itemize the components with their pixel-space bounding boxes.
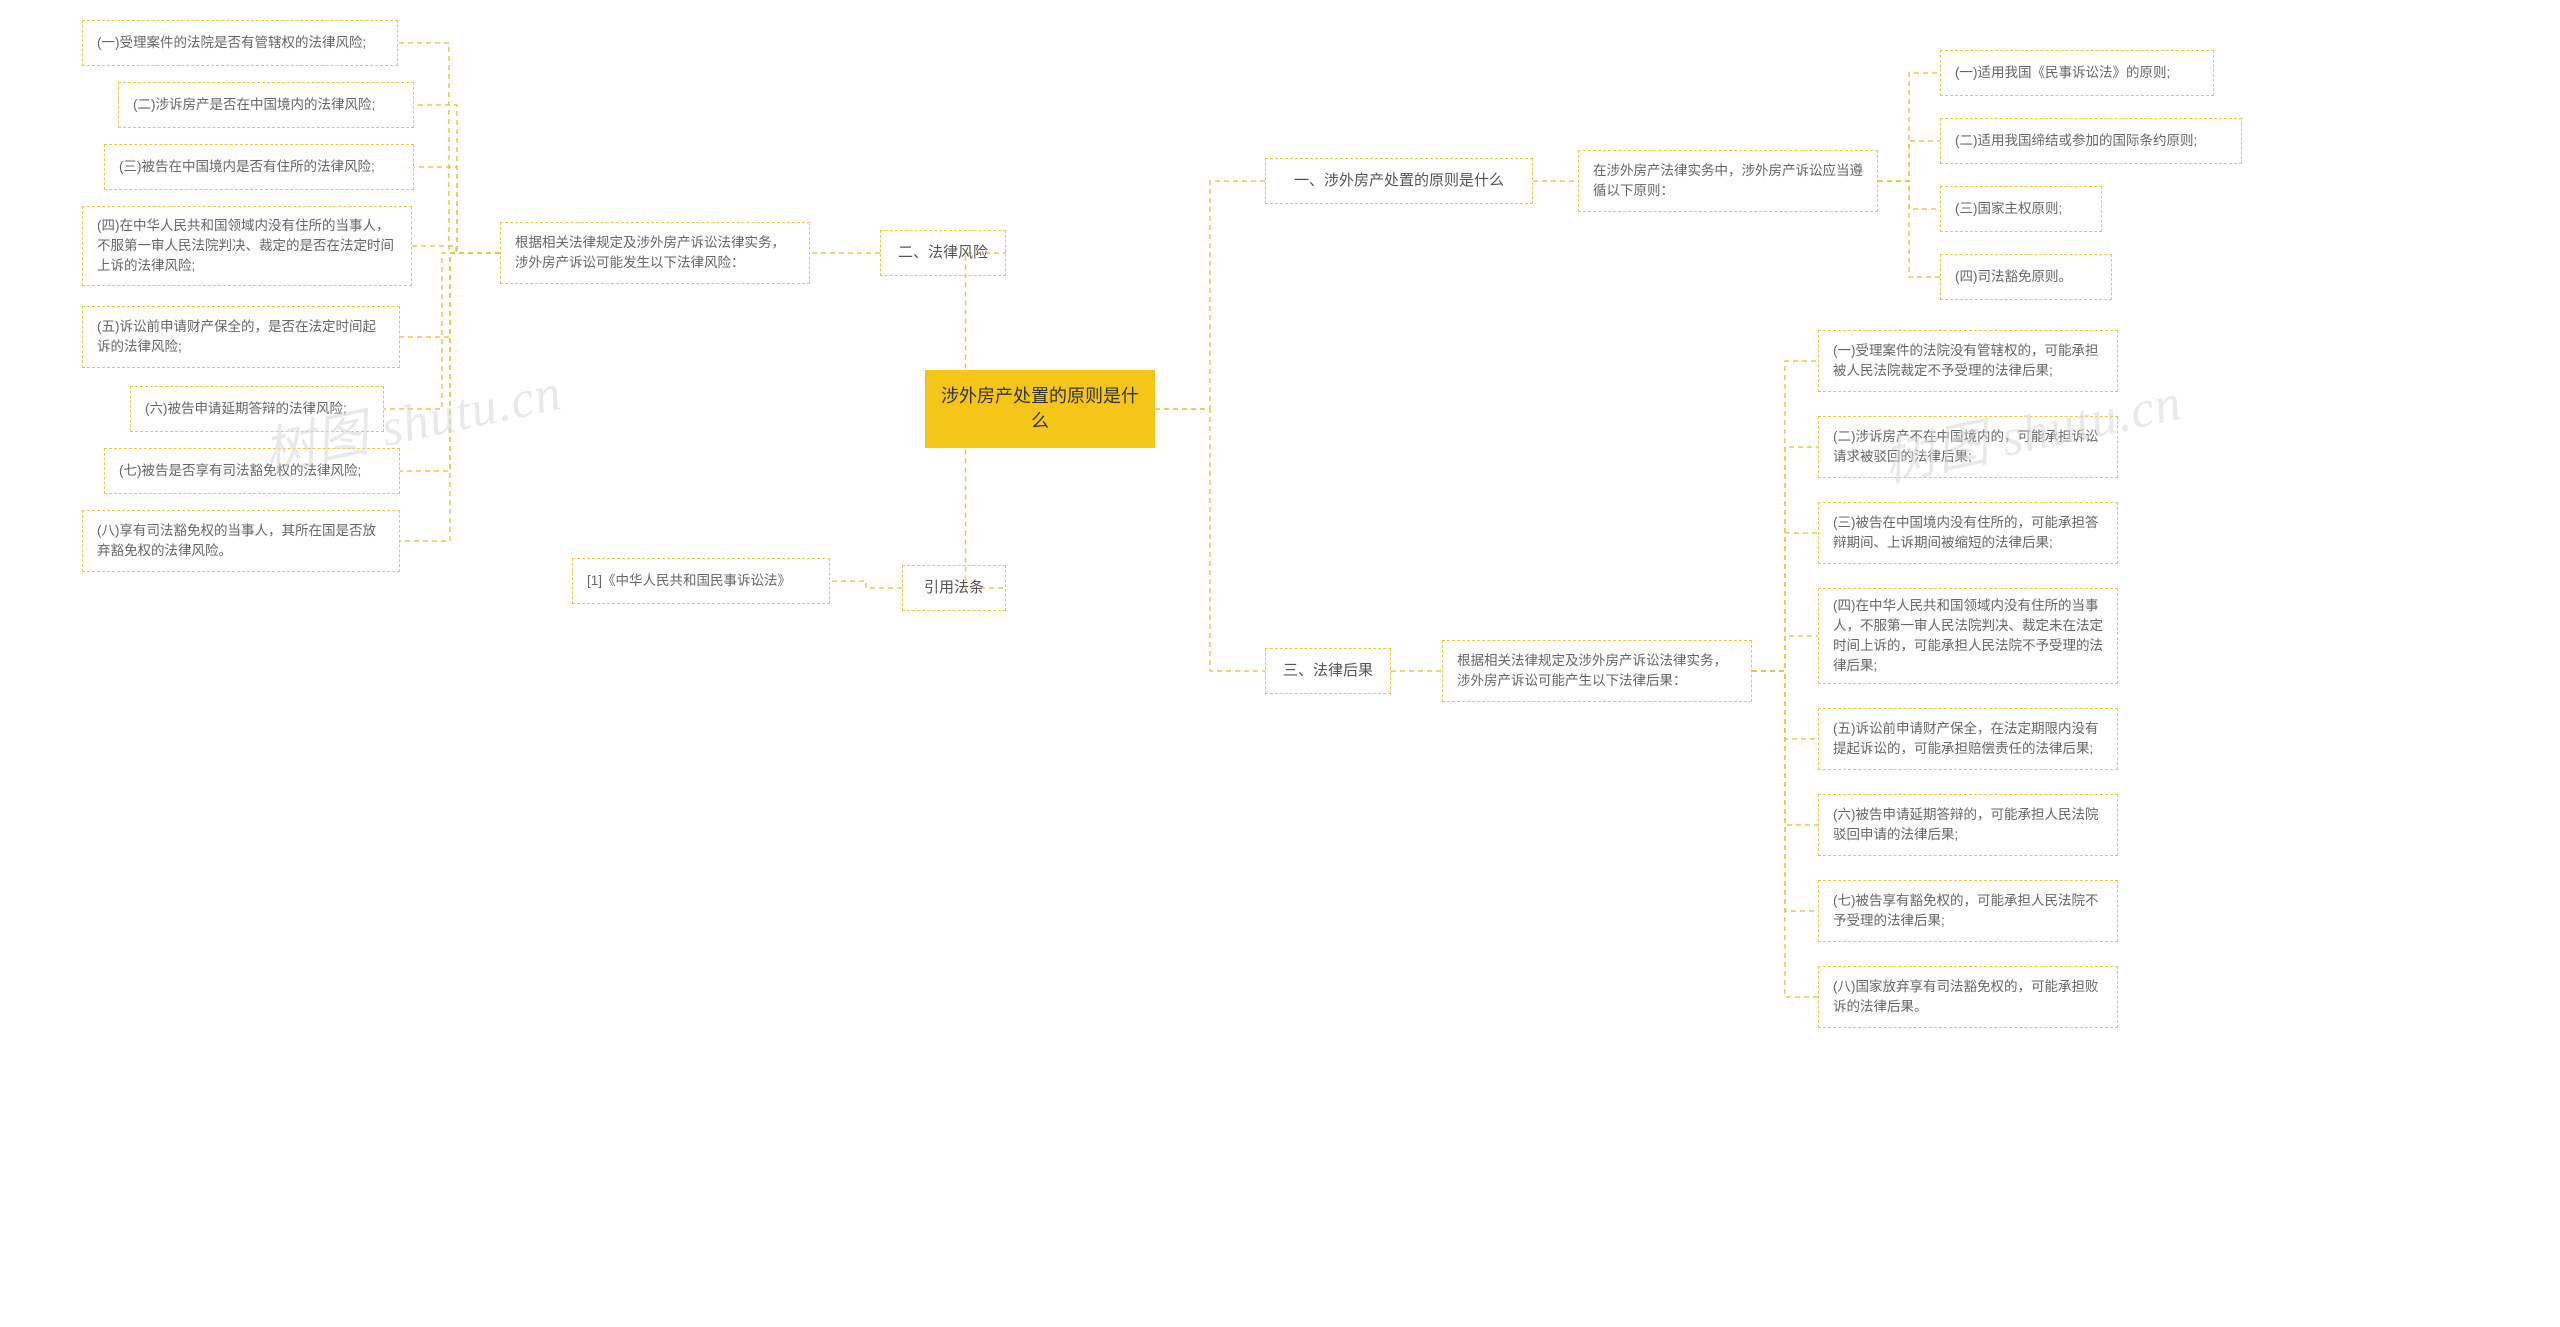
leaf-b3-6: (七)被告享有豁免权的，可能承担人民法院不予受理的法律后果; — [1818, 880, 2118, 942]
branch-4: 引用法条 — [902, 565, 1006, 611]
leaf-b2-3: (四)在中华人民共和国领域内没有住所的当事人，不服第一审人民法院判决、裁定的是否… — [82, 206, 412, 286]
leaf-b3-3: (四)在中华人民共和国领域内没有住所的当事人，不服第一审人民法院判决、裁定未在法… — [1818, 588, 2118, 684]
leaf-b2-6: (七)被告是否享有司法豁免权的法律风险; — [104, 448, 400, 494]
desc-4: [1]《中华人民共和国民事诉讼法》 — [572, 558, 830, 604]
leaf-b1-2: (三)国家主权原则; — [1940, 186, 2102, 232]
desc-3: 根据相关法律规定及涉外房产诉讼法律实务，涉外房产诉讼可能产生以下法律后果： — [1442, 640, 1752, 702]
desc-1: 在涉外房产法律实务中，涉外房产诉讼应当遵循以下原则： — [1578, 150, 1878, 212]
leaf-b3-2: (三)被告在中国境内没有住所的，可能承担答辩期间、上诉期间被缩短的法律后果; — [1818, 502, 2118, 564]
leaf-b3-1: (二)涉诉房产不在中国境内的，可能承担诉讼请求被驳回的法律后果; — [1818, 416, 2118, 478]
leaf-b3-0: (一)受理案件的法院没有管辖权的，可能承担被人民法院裁定不予受理的法律后果; — [1818, 330, 2118, 392]
leaf-b1-0: (一)适用我国《民事诉讼法》的原则; — [1940, 50, 2214, 96]
desc-2: 根据相关法律规定及涉外房产诉讼法律实务，涉外房产诉讼可能发生以下法律风险： — [500, 222, 810, 284]
leaf-b2-1: (二)涉诉房产是否在中国境内的法律风险; — [118, 82, 414, 128]
leaf-b1-3: (四)司法豁免原则。 — [1940, 254, 2112, 300]
leaf-b2-2: (三)被告在中国境内是否有住所的法律风险; — [104, 144, 414, 190]
center-node: 涉外房产处置的原则是什么 — [925, 370, 1155, 448]
leaf-b3-5: (六)被告申请延期答辩的，可能承担人民法院驳回申请的法律后果; — [1818, 794, 2118, 856]
branch-3: 三、法律后果 — [1265, 648, 1391, 694]
leaf-b2-5: (六)被告申请延期答辩的法律风险; — [130, 386, 384, 432]
leaf-b2-7: (八)享有司法豁免权的当事人，其所在国是否放弃豁免权的法律风险。 — [82, 510, 400, 572]
branch-1: 一、涉外房产处置的原则是什么 — [1265, 158, 1533, 204]
leaf-b2-0: (一)受理案件的法院是否有管辖权的法律风险; — [82, 20, 398, 66]
leaf-b3-7: (八)国家放弃享有司法豁免权的，可能承担败诉的法律后果。 — [1818, 966, 2118, 1028]
leaf-b3-4: (五)诉讼前申请财产保全，在法定期限内没有提起诉讼的，可能承担赔偿责任的法律后果… — [1818, 708, 2118, 770]
branch-2: 二、法律风险 — [880, 230, 1006, 276]
leaf-b1-1: (二)适用我国缔结或参加的国际条约原则; — [1940, 118, 2242, 164]
leaf-b2-4: (五)诉讼前申请财产保全的，是否在法定时间起诉的法律风险; — [82, 306, 400, 368]
